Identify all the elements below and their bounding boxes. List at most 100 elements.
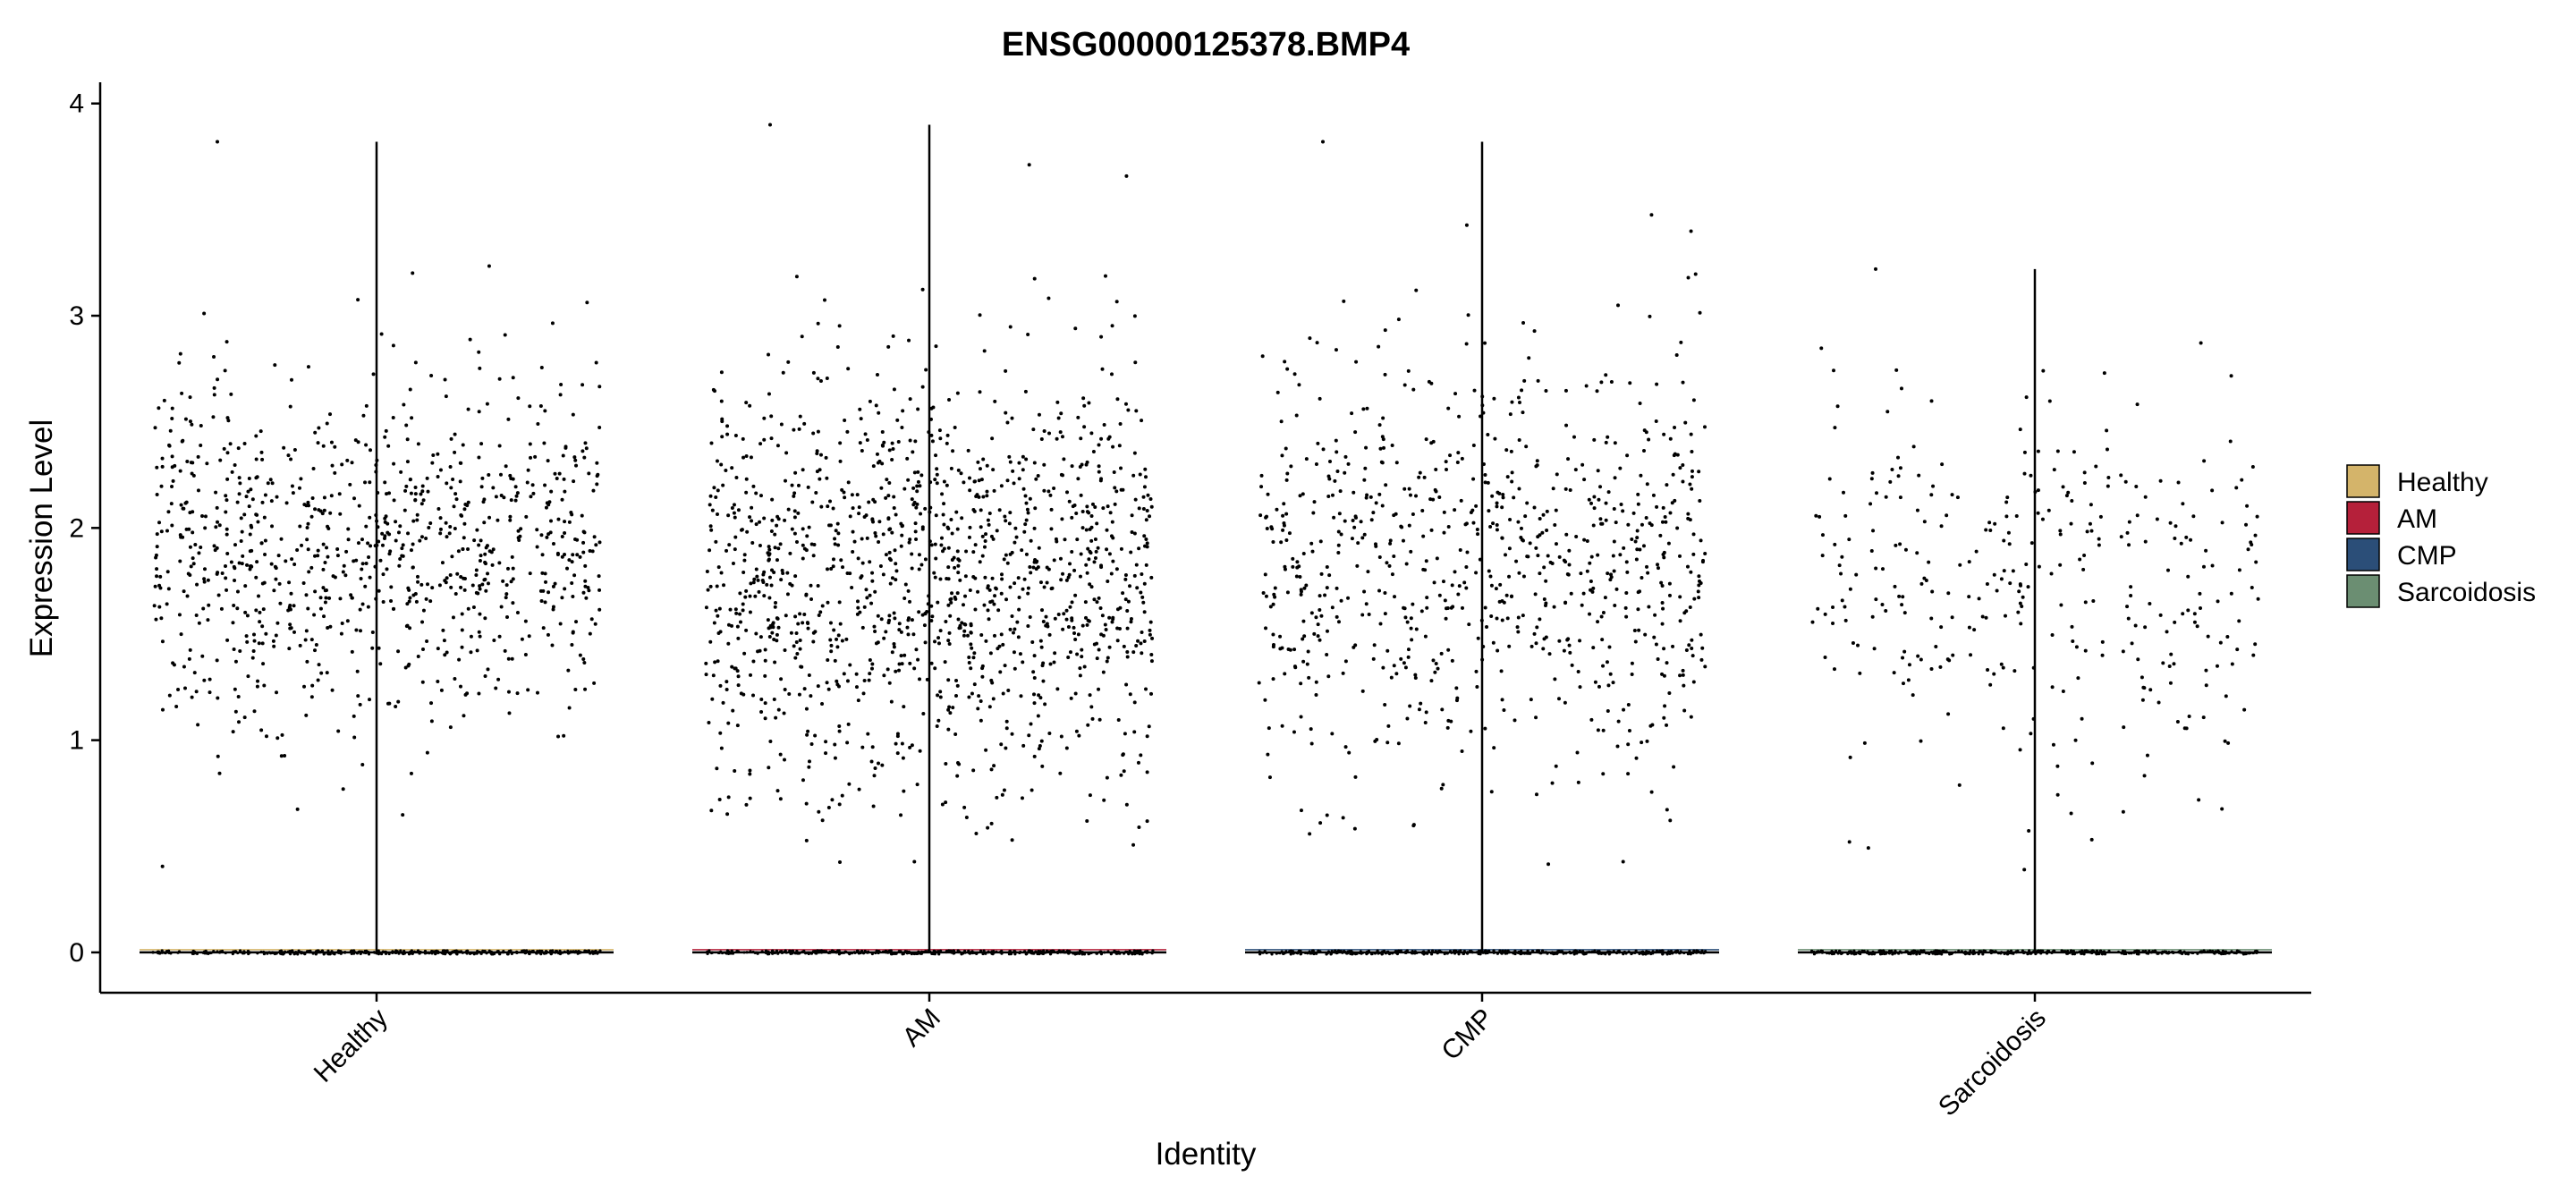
data-point bbox=[716, 631, 721, 635]
data-point bbox=[1985, 581, 1989, 586]
data-point bbox=[1038, 950, 1043, 953]
data-point bbox=[787, 692, 792, 697]
data-point bbox=[219, 606, 224, 611]
data-point bbox=[1550, 561, 1555, 565]
data-point bbox=[1921, 950, 1925, 954]
data-point bbox=[715, 584, 719, 588]
data-point bbox=[1626, 742, 1631, 747]
data-point bbox=[1113, 502, 1117, 506]
data-point bbox=[289, 591, 293, 596]
data-point bbox=[436, 506, 441, 511]
data-point bbox=[756, 578, 760, 582]
data-point bbox=[880, 443, 885, 447]
data-point bbox=[476, 591, 480, 596]
data-point bbox=[1343, 659, 1348, 664]
data-point bbox=[894, 512, 898, 517]
data-point bbox=[1990, 950, 1994, 954]
y-tick-label: 1 bbox=[69, 726, 84, 756]
data-point bbox=[1010, 550, 1014, 554]
data-point bbox=[410, 949, 413, 952]
data-point bbox=[263, 538, 267, 543]
data-point bbox=[216, 950, 219, 953]
data-point bbox=[1141, 507, 1146, 512]
data-point bbox=[928, 417, 933, 421]
data-point bbox=[1972, 628, 1977, 632]
data-point bbox=[1476, 636, 1480, 640]
data-point bbox=[1021, 487, 1026, 491]
data-point bbox=[250, 656, 255, 660]
data-point bbox=[483, 949, 487, 953]
data-point bbox=[937, 428, 942, 433]
data-point bbox=[323, 600, 327, 605]
data-point bbox=[986, 608, 990, 613]
data-point bbox=[159, 484, 164, 488]
data-point bbox=[1832, 667, 1836, 672]
data-point bbox=[998, 670, 1003, 674]
data-point bbox=[969, 631, 973, 635]
data-point bbox=[340, 621, 344, 625]
data-point bbox=[719, 571, 724, 575]
data-point bbox=[1671, 472, 1675, 477]
data-point bbox=[299, 477, 303, 481]
data-point bbox=[1411, 952, 1415, 955]
data-point bbox=[205, 952, 208, 955]
data-point bbox=[1112, 470, 1116, 474]
data-point bbox=[1013, 540, 1017, 545]
data-point bbox=[1929, 616, 1934, 621]
data-point bbox=[1060, 435, 1064, 439]
data-point bbox=[1955, 495, 1960, 500]
data-point bbox=[972, 682, 977, 687]
data-point bbox=[1667, 593, 1672, 597]
data-point bbox=[321, 586, 326, 590]
data-point bbox=[546, 632, 550, 637]
data-point bbox=[1663, 514, 1667, 519]
data-point bbox=[243, 584, 248, 588]
data-point bbox=[1638, 547, 1642, 552]
data-point bbox=[1570, 951, 1573, 955]
data-point bbox=[715, 459, 719, 463]
data-point bbox=[507, 950, 511, 954]
data-point bbox=[790, 527, 794, 531]
data-point bbox=[1414, 288, 1419, 292]
data-point bbox=[368, 698, 372, 702]
data-point bbox=[1470, 951, 1474, 954]
data-point bbox=[191, 510, 195, 514]
data-point bbox=[969, 666, 973, 671]
data-point bbox=[1335, 614, 1339, 619]
data-point bbox=[835, 637, 839, 641]
data-point bbox=[1919, 581, 1924, 586]
data-point bbox=[1431, 658, 1436, 663]
data-point bbox=[1441, 580, 1445, 584]
data-point bbox=[769, 529, 774, 534]
data-point bbox=[471, 605, 476, 610]
data-point bbox=[1483, 473, 1487, 478]
data-point bbox=[155, 493, 159, 497]
data-point bbox=[1259, 473, 1264, 478]
data-point bbox=[404, 484, 409, 488]
data-point bbox=[352, 949, 356, 952]
data-point bbox=[312, 613, 317, 617]
data-point bbox=[1999, 662, 2004, 666]
data-point bbox=[450, 554, 454, 559]
data-point bbox=[530, 949, 534, 953]
data-point bbox=[182, 506, 186, 511]
data-point bbox=[1098, 950, 1102, 954]
data-point bbox=[800, 664, 804, 669]
data-point bbox=[1630, 661, 1634, 665]
data-point bbox=[1431, 949, 1435, 952]
data-point bbox=[770, 518, 775, 522]
data-point bbox=[178, 351, 182, 356]
data-point bbox=[1068, 605, 1072, 609]
data-point bbox=[1045, 580, 1049, 585]
data-point bbox=[478, 584, 482, 588]
data-point bbox=[420, 620, 425, 624]
data-point bbox=[1132, 314, 1137, 318]
data-point bbox=[1537, 951, 1541, 954]
data-point bbox=[1097, 648, 1101, 652]
data-point bbox=[1592, 437, 1597, 442]
data-point bbox=[1027, 949, 1030, 952]
data-point bbox=[574, 950, 578, 953]
data-point bbox=[801, 543, 805, 547]
data-point bbox=[588, 549, 592, 554]
data-point bbox=[1498, 949, 1502, 952]
